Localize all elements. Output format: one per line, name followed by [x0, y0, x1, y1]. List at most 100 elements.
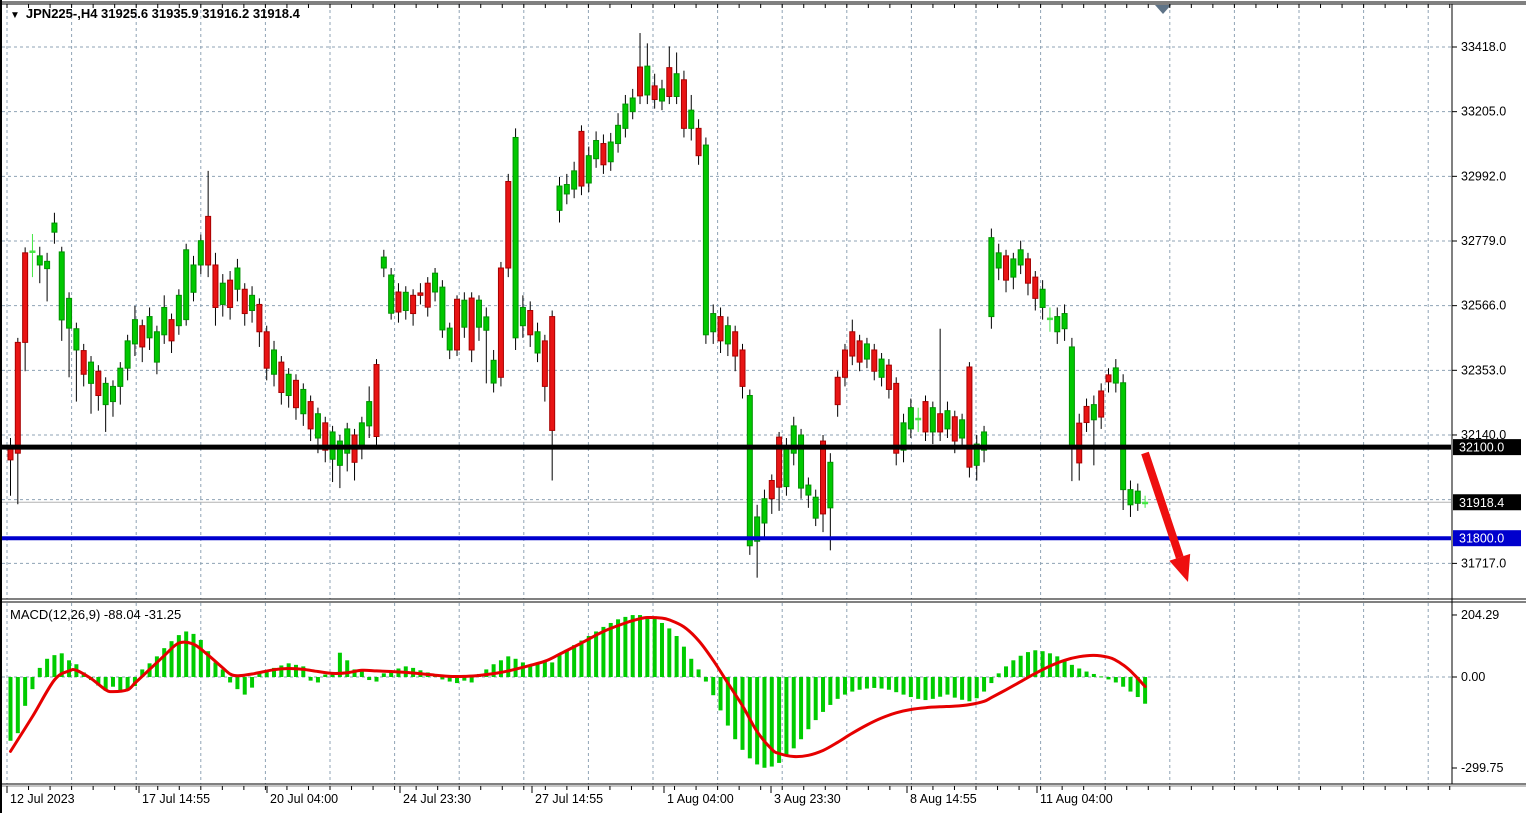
candle-body [497, 267, 504, 378]
macd-histogram-bar [542, 661, 547, 677]
candle-body [776, 436, 783, 488]
macd-histogram-bar [755, 677, 760, 765]
candle-body [541, 340, 548, 387]
macd-histogram-bar [1033, 650, 1038, 677]
candle-body [827, 461, 834, 509]
candle-body [263, 331, 270, 369]
candle-body [622, 103, 629, 129]
macd-histogram-bar [960, 677, 965, 700]
candle-body [454, 298, 461, 351]
candle-body [534, 331, 541, 354]
candle-body [168, 319, 175, 342]
candle-body [373, 364, 380, 437]
macd-histogram-bar [455, 677, 460, 684]
macd-histogram-bar [791, 677, 796, 749]
macd-histogram-bar [103, 677, 108, 691]
macd-histogram-bar [162, 648, 167, 677]
candle-body [51, 222, 58, 233]
candle-body [885, 364, 892, 390]
candle-body [578, 130, 585, 187]
candle-body [527, 310, 534, 336]
candle-body [651, 85, 658, 101]
symbol-dropdown-icon[interactable]: ▼ [10, 10, 20, 21]
macd-histogram-bar [872, 677, 877, 688]
macd-histogram-bar [733, 677, 738, 740]
macd-histogram-bar [608, 622, 613, 677]
candle-body [761, 498, 768, 524]
candle-body [937, 413, 944, 433]
candle-body [66, 297, 73, 329]
candle-body [900, 422, 907, 451]
candle-body [600, 143, 607, 166]
candle-body [805, 484, 812, 496]
time-axis-label: 24 Jul 23:30 [403, 792, 471, 806]
candle-body [1017, 249, 1024, 266]
macd-histogram-bar [799, 677, 804, 740]
candle-body [153, 331, 160, 363]
candle-body [1054, 316, 1061, 333]
macd-histogram-bar [586, 636, 591, 677]
macd-histogram-bar [176, 635, 181, 677]
price-axis-label: 32992.0 [1461, 169, 1506, 183]
candle-body [907, 407, 914, 430]
candle-body [131, 319, 138, 345]
macd-histogram-bar [952, 677, 957, 698]
candle-body [410, 294, 417, 315]
candle-body [212, 264, 219, 308]
macd-histogram-bar [1084, 671, 1089, 677]
candle-body [1068, 346, 1075, 449]
candle-body [285, 373, 292, 397]
time-axis-label: 11 Aug 04:00 [1040, 792, 1113, 806]
macd-histogram-bar [806, 677, 811, 730]
macd-histogram-bar [989, 677, 994, 684]
macd-histogram-bar [59, 653, 64, 677]
macd-histogram-bar [652, 618, 657, 677]
macd-histogram-bar [520, 662, 525, 677]
candle-body [197, 240, 204, 266]
symbol-ohlc-text: JPN225-,H4 31925.6 31935.9 31916.2 31918… [25, 6, 300, 21]
candle-body [680, 79, 687, 129]
symbol-info: ▼ JPN225-,H4 31925.6 31935.9 31916.2 3191… [10, 6, 300, 21]
time-axis-label: 20 Jul 04:00 [270, 792, 338, 806]
candle-body [944, 410, 951, 430]
macd-histogram-bar [96, 677, 101, 686]
macd-histogram-bar [864, 677, 869, 689]
macd-histogram-bar [564, 649, 569, 677]
macd-histogram-bar [279, 665, 284, 677]
candle-body [922, 401, 929, 433]
candle-body [739, 349, 746, 387]
macd-indicator-label: MACD(12,26,9) -88.04 -31.25 [10, 607, 182, 622]
time-axis-label: 12 Jul 2023 [10, 792, 75, 806]
macd-histogram-bar [1143, 677, 1148, 704]
candle-body [871, 349, 878, 372]
candle-body [549, 316, 556, 431]
macd-histogram-bar [15, 677, 20, 734]
candle-body [300, 388, 307, 415]
macd-axis-label: 0.00 [1461, 670, 1485, 684]
macd-histogram-bar [184, 631, 189, 677]
candle-body [475, 299, 482, 328]
candle-body [424, 282, 431, 308]
trend-arrow-head[interactable] [1169, 553, 1191, 582]
macd-histogram-bar [1135, 677, 1140, 698]
macd-histogram-bar [367, 677, 372, 681]
candle-body [1120, 382, 1127, 491]
price-axis-label: 32140.0 [1461, 428, 1506, 442]
time-axis-label: 8 Aug 14:55 [910, 792, 977, 806]
trend-arrow-shaft[interactable] [1141, 451, 1184, 559]
macd-histogram-bar [535, 663, 540, 677]
candle-body [505, 180, 512, 269]
candle-body [1142, 501, 1149, 505]
chart-shift-marker-icon[interactable] [1155, 5, 1171, 14]
candle-body [695, 127, 702, 157]
candle-body [139, 325, 146, 348]
candle-body [292, 379, 299, 409]
candle-body [1090, 404, 1097, 421]
macd-histogram-bar [220, 669, 225, 677]
macd-histogram-bar [374, 677, 379, 682]
candle-body [717, 316, 724, 342]
macd-histogram-bar [272, 667, 277, 677]
candle-body [863, 343, 870, 360]
candle-body [966, 366, 973, 468]
